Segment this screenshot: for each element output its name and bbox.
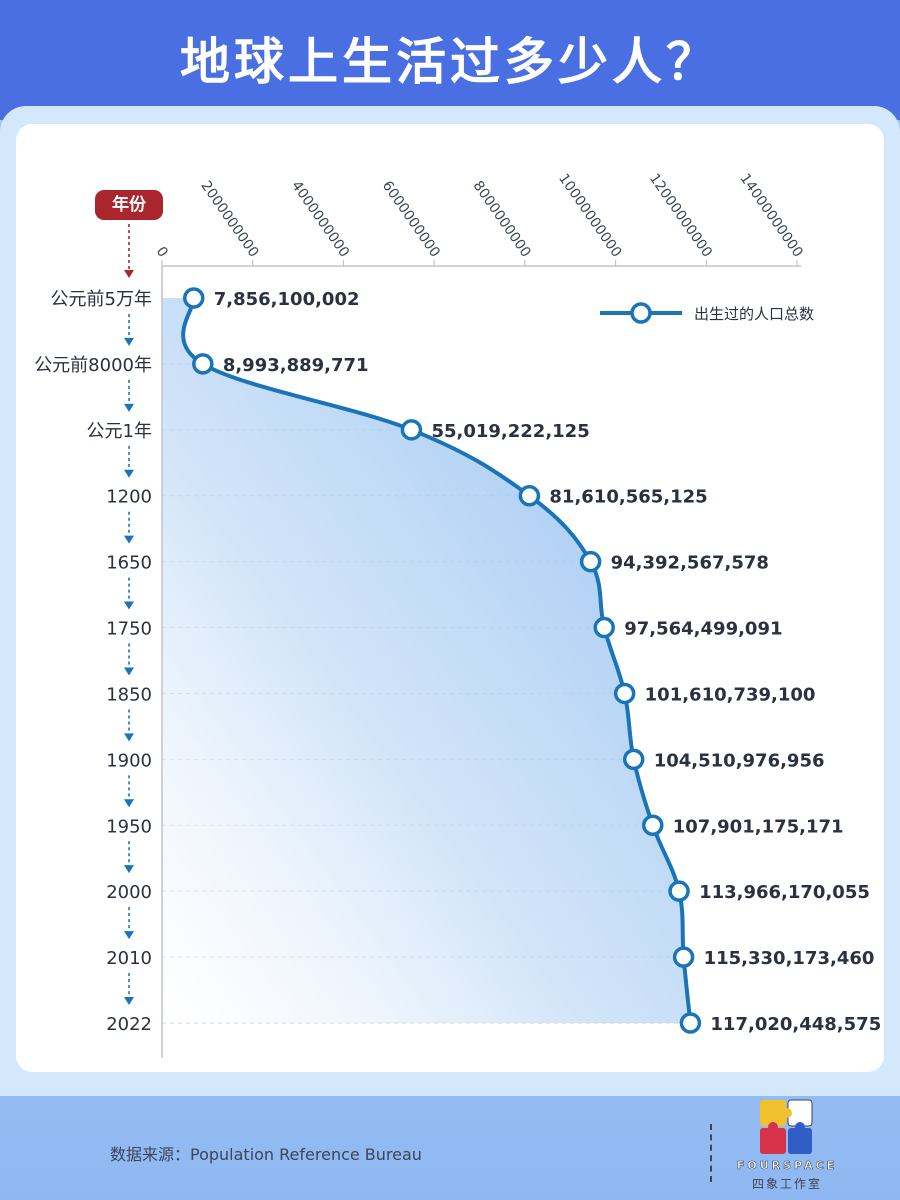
puzzle-logo-icon xyxy=(760,1099,813,1154)
data-point xyxy=(668,880,690,902)
data-label: 81,610,565,125 xyxy=(549,487,707,508)
x-tick-label: 0 xyxy=(153,244,171,260)
connector-arrow-icon xyxy=(124,601,134,610)
legend-label: 出生过的人口总数 xyxy=(694,305,814,323)
category-label: 1650 xyxy=(106,553,152,574)
data-label: 94,392,567,578 xyxy=(611,553,769,574)
brand-divider xyxy=(710,1124,712,1182)
data-point xyxy=(518,484,541,507)
connector-arrow-icon xyxy=(124,799,134,808)
data-point xyxy=(613,682,636,705)
area-fill xyxy=(162,298,691,1023)
x-tick-label: 12000000000 xyxy=(646,171,715,260)
data-label: 104,510,976,956 xyxy=(654,750,825,771)
data-label: 55,019,222,125 xyxy=(431,421,589,442)
brand-name-cn: 四象工作室 xyxy=(751,1177,822,1191)
data-label: 117,020,448,575 xyxy=(710,1014,881,1035)
category-label: 1200 xyxy=(106,487,152,508)
connector-arrow-icon xyxy=(124,733,134,742)
year-axis-badge: 年份 xyxy=(95,190,163,220)
page-title: 地球上生活过多少人？ xyxy=(180,33,720,91)
data-label: 97,564,499,091 xyxy=(624,619,782,640)
data-label: 113,966,170,055 xyxy=(699,882,870,903)
connector-arrow-icon xyxy=(124,403,134,412)
connector-arrow-icon xyxy=(124,865,134,874)
data-point xyxy=(622,748,645,771)
connector-arrow-icon xyxy=(124,931,134,940)
badge-arrow-head-icon xyxy=(124,270,134,278)
data-point xyxy=(593,616,615,639)
data-point xyxy=(183,287,205,309)
data-label: 101,610,739,100 xyxy=(645,684,816,705)
data-point xyxy=(579,550,602,573)
data-label: 107,901,175,171 xyxy=(673,816,844,837)
x-tick-label: 10000000000 xyxy=(555,171,624,260)
x-tick-label: 6000000000 xyxy=(379,178,443,260)
brand-name-en: FOURSPACE xyxy=(736,1159,838,1173)
connector-arrow-icon xyxy=(124,469,134,478)
data-label: 7,856,100,002 xyxy=(214,289,360,310)
header-bar xyxy=(0,0,900,120)
x-tick-label: 14000000000 xyxy=(737,171,806,260)
category-label: 公元1年 xyxy=(87,421,152,442)
connector-arrow-icon xyxy=(124,535,134,544)
data-point xyxy=(672,946,695,968)
category-label: 2022 xyxy=(106,1014,152,1035)
category-label: 1850 xyxy=(106,684,152,705)
data-point xyxy=(192,353,214,375)
data-point xyxy=(679,1012,702,1034)
category-label: 1900 xyxy=(106,750,152,771)
legend-marker xyxy=(630,302,652,324)
category-label: 2000 xyxy=(106,882,152,903)
data-label: 8,993,889,771 xyxy=(223,355,369,376)
source-note: 数据来源：Population Reference Bureau xyxy=(110,1145,422,1164)
category-label: 1950 xyxy=(106,816,152,837)
connector-arrow-icon xyxy=(124,667,134,676)
x-tick-label: 4000000000 xyxy=(288,178,352,260)
connector-arrow-icon xyxy=(124,997,134,1005)
category-label: 2010 xyxy=(106,948,152,969)
category-label: 公元前8000年 xyxy=(34,355,152,376)
connector-arrow-icon xyxy=(124,337,134,346)
x-tick-label: 2000000000 xyxy=(197,178,261,260)
x-tick-label: 8000000000 xyxy=(469,178,533,260)
category-label: 1750 xyxy=(106,619,152,640)
data-point xyxy=(400,419,423,441)
category-label: 公元前5万年 xyxy=(51,289,152,310)
data-label: 115,330,173,460 xyxy=(704,948,875,969)
data-point xyxy=(642,814,664,837)
